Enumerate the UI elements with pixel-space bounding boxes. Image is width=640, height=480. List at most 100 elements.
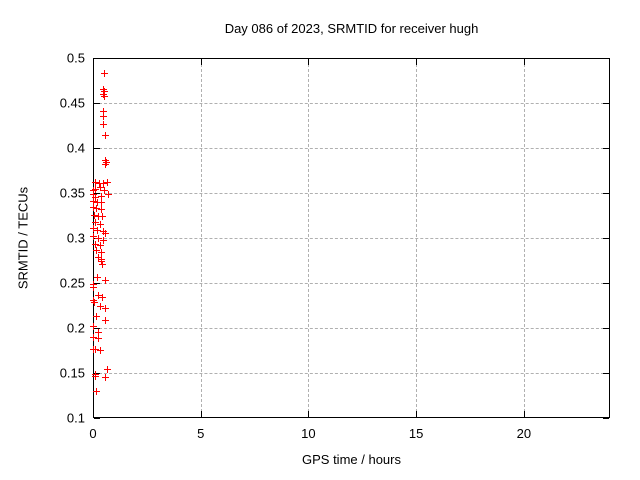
data-point (94, 235, 102, 242)
data-point (101, 70, 109, 78)
chart-title: Day 086 of 2023, SRMTID for receiver hug… (224, 21, 479, 36)
x-tick-mark-bottom (523, 411, 525, 417)
y-tick-label: 0.4 (66, 140, 85, 156)
x-tick-label: 10 (301, 426, 316, 441)
x-gridline (200, 59, 202, 417)
data-point (91, 241, 99, 249)
x-tick-label: 20 (516, 426, 532, 441)
data-point (99, 294, 107, 302)
y-gridline (94, 103, 609, 104)
y-tick-label: 0.35 (59, 185, 85, 201)
data-point (96, 346, 104, 354)
y-tick-mark-right (603, 58, 609, 59)
data-point (102, 161, 110, 169)
x-gridline (523, 59, 525, 417)
data-point (99, 85, 107, 93)
data-point (93, 388, 101, 395)
data-point (96, 220, 104, 228)
data-point (100, 108, 108, 116)
data-point (90, 190, 97, 198)
data-point (99, 120, 107, 128)
y-tick-label: 0.1 (66, 410, 85, 426)
data-point (90, 198, 97, 206)
data-point (90, 283, 97, 291)
data-point (91, 185, 99, 193)
y-tick-mark-right (603, 238, 609, 239)
y-tick-mark-right (603, 283, 609, 284)
data-point (97, 255, 105, 263)
x-tick-mark-top (200, 59, 202, 65)
x-tick-mark-top (416, 59, 418, 65)
data-point (101, 132, 109, 140)
data-point (91, 372, 99, 380)
y-tick-mark-right (603, 148, 609, 149)
y-tick-mark-left (94, 328, 100, 329)
data-point (96, 183, 104, 191)
x-tick-label: 0 (89, 426, 97, 441)
data-point (93, 313, 101, 321)
data-point (104, 179, 112, 187)
data-point (94, 273, 102, 281)
data-point (96, 303, 104, 311)
data-point (92, 370, 100, 378)
data-point (94, 253, 102, 261)
y-gridline (94, 328, 609, 329)
y-tick-mark-right (603, 373, 609, 374)
data-point (92, 193, 100, 201)
data-point (94, 199, 102, 206)
y-tick-mark-left (94, 103, 100, 104)
data-point (96, 242, 104, 250)
data-point (100, 92, 108, 100)
data-point (94, 334, 102, 342)
y-tick-label: 0.5 (66, 50, 85, 66)
data-point (101, 277, 109, 285)
y-gridline (94, 238, 609, 239)
y-tick-label: 0.45 (59, 95, 85, 111)
x-tick-mark-top (93, 59, 94, 65)
data-point (98, 258, 106, 266)
y-tick-label: 0.25 (59, 275, 85, 291)
y-tick-mark-left (94, 148, 100, 149)
y-tick-label: 0.15 (59, 365, 85, 381)
data-point (90, 334, 97, 341)
data-point (95, 180, 103, 188)
data-point (94, 291, 102, 299)
y-tick-label: 0.2 (66, 320, 85, 336)
data-point (98, 248, 106, 256)
y-tick-mark-right (603, 418, 609, 419)
data-point (103, 158, 111, 166)
data-point (91, 298, 99, 306)
x-axis-label: GPS time / hours (302, 452, 401, 467)
data-point (98, 199, 106, 206)
data-point (91, 211, 99, 219)
data-point (91, 345, 99, 353)
data-point (90, 225, 97, 233)
y-tick-mark-left (94, 193, 100, 194)
plot-area (90, 58, 610, 419)
data-point (99, 213, 107, 221)
x-tick-mark-bottom (93, 411, 94, 417)
data-point (102, 156, 110, 164)
data-point (101, 373, 109, 381)
x-tick-mark-top (523, 59, 525, 65)
data-point (94, 328, 102, 336)
data-point (97, 192, 105, 200)
x-gridline (416, 59, 418, 417)
y-tick-label: 0.3 (66, 230, 85, 246)
x-tick-mark-bottom (416, 411, 418, 417)
x-tick-label: 15 (408, 426, 424, 441)
data-point (90, 203, 97, 211)
y-gridline (94, 283, 609, 284)
x-tick-mark-bottom (308, 411, 310, 417)
y-tick-mark-right (603, 328, 609, 329)
data-point (90, 297, 97, 305)
data-point (98, 261, 106, 269)
y-tick-mark-left (94, 283, 100, 284)
data-point (93, 246, 101, 254)
data-point (94, 226, 102, 234)
y-tick-mark-right (603, 103, 609, 104)
y-gridline (94, 193, 609, 194)
x-tick-mark-bottom (200, 411, 202, 417)
data-point (93, 205, 101, 213)
data-point (104, 190, 112, 198)
